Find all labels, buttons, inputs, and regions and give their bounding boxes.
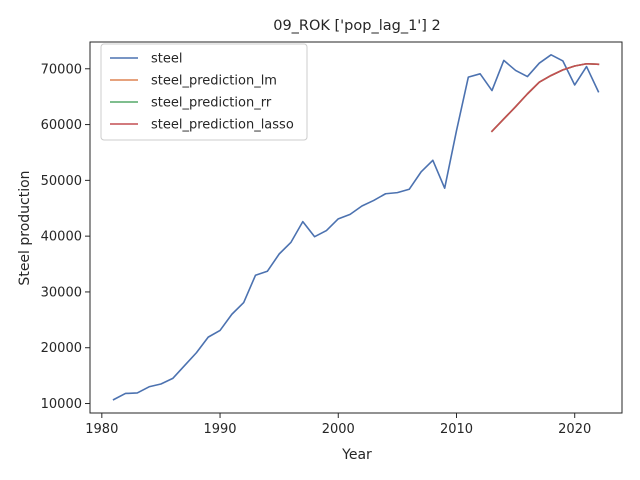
y-tick-label: 10000 — [41, 397, 82, 412]
x-tick-label: 1980 — [85, 422, 118, 437]
chart-title: 09_ROK ['pop_lag_1'] 2 — [273, 18, 441, 34]
series-layer — [112, 54, 600, 401]
x-tick-label: 2000 — [322, 422, 355, 437]
x-tick-label: 1990 — [203, 422, 236, 437]
y-tick-label: 30000 — [41, 285, 82, 300]
legend-label: steel_prediction_lm — [151, 74, 277, 89]
x-axis: 1980 1990 2000 2010 2020 — [85, 413, 591, 437]
series-line-steel — [112, 54, 600, 401]
series-line-steel-prediction-lasso — [490, 62, 600, 133]
legend-frame — [100, 43, 308, 141]
x-axis-label: Year — [341, 447, 372, 463]
y-tick-label: 70000 — [41, 62, 82, 77]
y-axis: 10000 20000 30000 40000 50000 60000 70000 — [41, 62, 90, 412]
x-tick-label: 2020 — [558, 422, 591, 437]
legend-label: steel_prediction_rr — [151, 96, 272, 111]
legend: steel steel_prediction_lm steel_prediction… — [100, 43, 308, 141]
y-tick-label: 40000 — [41, 230, 82, 245]
legend-label: steel — [151, 52, 182, 67]
plot-frame — [89, 41, 623, 414]
x-tick-label: 2010 — [440, 422, 473, 437]
y-tick-label: 20000 — [41, 341, 82, 356]
y-tick-label: 50000 — [41, 174, 82, 189]
y-tick-label: 60000 — [41, 118, 82, 133]
legend-label: steel_prediction_lasso — [151, 118, 294, 133]
y-axis-label: Steel production — [17, 170, 33, 285]
plot-area — [89, 41, 623, 414]
